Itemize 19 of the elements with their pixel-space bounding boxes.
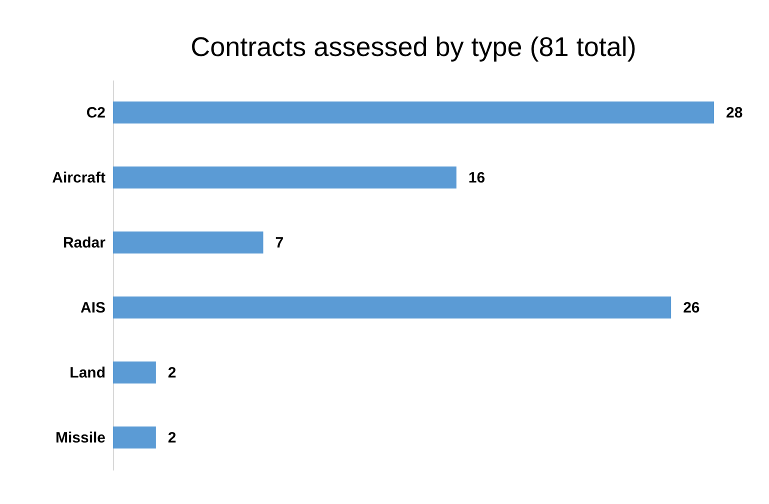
y-tick-label: AIS [80, 300, 106, 316]
data-label: 26 [683, 300, 700, 316]
data-label: 28 [726, 104, 743, 122]
bar [113, 166, 456, 188]
y-tick-label: Aircraft [52, 170, 106, 186]
data-label: 2 [168, 364, 176, 382]
data-label: 16 [468, 170, 486, 186]
y-tick-label: Radar [62, 234, 106, 252]
data-label: 7 [275, 234, 284, 252]
y-tick-label: Land [70, 364, 106, 382]
y-tick-label: Missile [55, 430, 106, 446]
bar [113, 296, 672, 318]
bar [113, 102, 714, 124]
chart-title: Contracts assessed by type (81 total) [190, 32, 636, 62]
bar [113, 232, 264, 254]
bar [113, 362, 156, 384]
y-tick-label: C2 [86, 104, 106, 122]
bar [113, 426, 156, 448]
data-label: 2 [168, 430, 176, 446]
